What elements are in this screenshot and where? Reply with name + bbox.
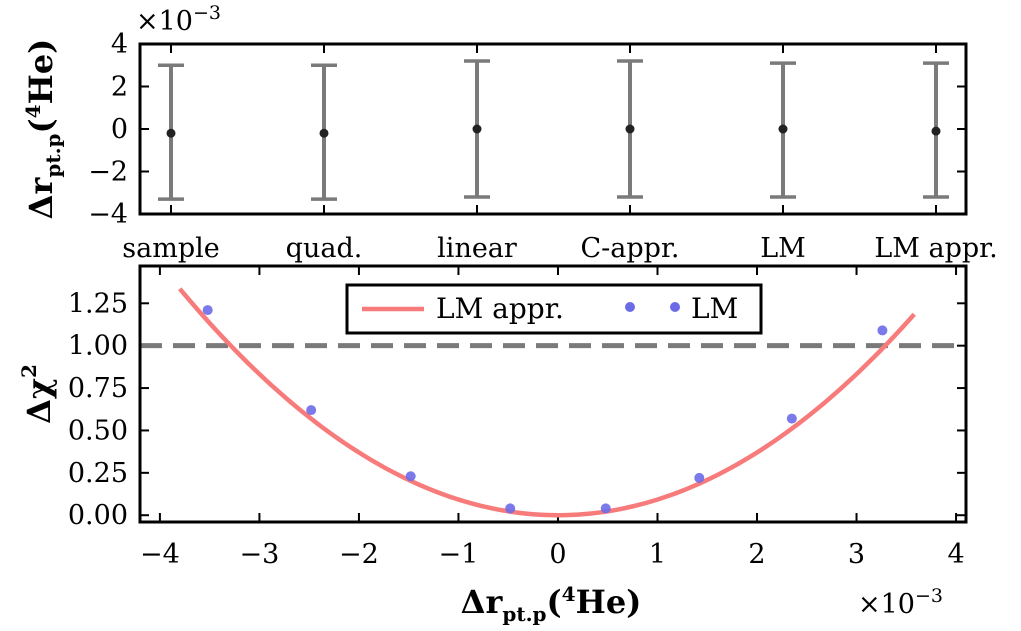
lm-point — [600, 503, 611, 514]
bottom-ytick-labels: 0.00 0.25 0.50 0.75 1.00 1.25 — [68, 288, 128, 531]
top-ytick-labels: 4 2 0 −2 −4 — [88, 29, 128, 230]
top-y-title-sub: pt.p — [41, 133, 65, 177]
data-point — [931, 126, 941, 136]
data-point — [319, 128, 329, 138]
top-ytick-label: −2 — [88, 157, 128, 188]
bottom-xtick-labels: −4 −3 −2 −1 0 1 2 3 4 — [140, 539, 965, 570]
data-point — [472, 124, 482, 134]
top-y-multiplier-base: ×10 — [136, 6, 193, 37]
bottom-ytick-label: 0.25 — [68, 458, 128, 489]
top-ticks — [140, 43, 966, 215]
top-y-axis-title: Δrpt.p(4He) — [21, 39, 65, 220]
bottom-xtick-label: −3 — [240, 539, 280, 570]
bottom-y-axis-title: Δχ2 — [17, 364, 58, 424]
bottom-x-title-sup: 4 — [562, 582, 576, 606]
legend-label-lm: LM — [691, 292, 738, 325]
bottom-xtick-label: 4 — [947, 539, 964, 570]
bottom-x-multiplier-exp: −3 — [915, 585, 943, 607]
data-point — [778, 124, 788, 134]
bottom-ytick-label: 0.00 — [68, 500, 128, 531]
lm-point — [505, 503, 516, 514]
top-ytick-label: 0 — [111, 114, 128, 145]
bottom-xtick-label: 3 — [848, 539, 865, 570]
legend-label-lm-appr: LM appr. — [436, 292, 564, 325]
top-y-title-tail: He) — [22, 39, 60, 105]
bottom-xtick-label: −2 — [339, 539, 379, 570]
bottom-y-title-main: Δχ — [20, 378, 58, 424]
bottom-xtick-label: −4 — [140, 539, 180, 570]
category-label: sample — [122, 233, 219, 264]
legend-dot-swatch — [670, 302, 680, 312]
bottom-x-title-paren: ( — [547, 583, 562, 621]
bottom-xtick-label: 2 — [748, 539, 765, 570]
top-panel: 4 2 0 −2 −4 sample quad. linear C-appr. LM LM app… — [21, 2, 998, 264]
top-y-title-paren: ( — [22, 118, 60, 133]
bottom-panel: 0.00 0.25 0.50 0.75 1.00 1.25 −4 −3 −2 −1 0 1 2 3 4 L… — [17, 264, 968, 626]
lm-point — [786, 413, 797, 424]
legend: LM appr. LM — [345, 283, 763, 335]
top-plot-frame — [138, 42, 968, 216]
bottom-x-multiplier: ×10−3 — [858, 585, 943, 620]
bottom-xtick-label: −1 — [439, 539, 479, 570]
bottom-ytick-label: 0.75 — [68, 373, 128, 404]
data-point — [625, 124, 635, 134]
top-y-title-main: Δr — [22, 177, 60, 220]
lm-point — [202, 305, 213, 316]
top-ytick-label: −4 — [88, 199, 128, 230]
legend-dot-swatch — [625, 302, 635, 312]
bottom-x-title-sub: pt.p — [502, 602, 546, 626]
top-ytick-label: 2 — [111, 72, 128, 103]
lm-point — [306, 405, 317, 416]
bottom-y-title-sup: 2 — [17, 364, 41, 378]
bottom-xtick-label: 0 — [549, 539, 566, 570]
data-point — [166, 128, 176, 138]
bottom-ytick-label: 0.50 — [68, 415, 128, 446]
bottom-x-title-tail: He) — [576, 583, 642, 621]
top-marks — [158, 59, 949, 201]
category-label: LM appr. — [874, 233, 997, 264]
bottom-x-multiplier-base: ×10 — [858, 589, 915, 620]
top-y-multiplier: ×10−3 — [136, 2, 221, 37]
lm-point — [877, 325, 888, 336]
bottom-ytick-label: 1.00 — [68, 331, 128, 362]
bottom-x-title-main: Δr — [461, 583, 504, 621]
bottom-xtick-label: 1 — [649, 539, 666, 570]
category-label: C-appr. — [581, 233, 680, 264]
bottom-plot-frame — [138, 264, 968, 524]
bottom-ytick-label: 1.25 — [68, 288, 128, 319]
lm-points — [202, 305, 888, 514]
lm-point — [694, 472, 705, 483]
top-category-labels: sample quad. linear C-appr. LM LM appr. — [122, 233, 997, 264]
top-y-title-sup: 4 — [21, 104, 45, 118]
bottom-x-axis-title: Δrpt.p(4He) — [461, 582, 642, 626]
top-y-multiplier-exp: −3 — [193, 2, 221, 24]
category-label: LM — [760, 233, 806, 264]
top-ytick-label: 4 — [111, 29, 128, 60]
lm-appr-curve — [178, 287, 916, 518]
category-label: linear — [437, 233, 517, 264]
category-label: quad. — [286, 233, 363, 264]
lm-point — [405, 471, 416, 482]
